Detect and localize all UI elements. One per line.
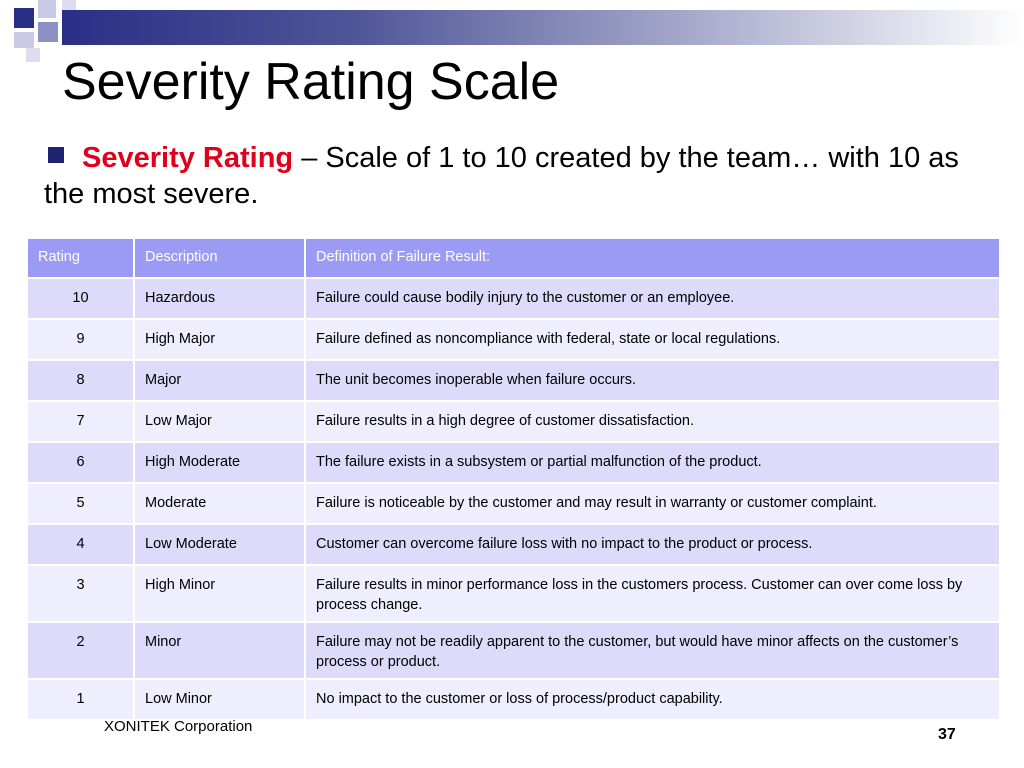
table-row: 9 High Major Failure defined as noncompl… xyxy=(26,318,1001,361)
table-row: 8 Major The unit becomes inoperable when… xyxy=(26,359,1001,402)
table-row: 4 Low Moderate Customer can overcome fai… xyxy=(26,523,1001,566)
page-number: 37 xyxy=(938,726,956,743)
definition-cell: The failure exists in a subsystem or par… xyxy=(304,441,1001,484)
table-row: 3 High Minor Failure results in minor pe… xyxy=(26,564,1001,623)
slide-title: Severity Rating Scale xyxy=(62,53,560,111)
table-row: 1 Low Minor No impact to the customer or… xyxy=(26,678,1001,721)
table-row: 2 Minor Failure may not be readily appar… xyxy=(26,621,1001,680)
bullet-text: – Scale of 1 to 10 created by the team… … xyxy=(44,142,959,210)
footer-company: XONITEK Corporation xyxy=(104,718,253,735)
column-header-description: Description xyxy=(133,237,306,279)
description-cell: High Major xyxy=(133,318,306,361)
rating-cell: 1 xyxy=(26,678,135,721)
bullet-term: Severity Rating xyxy=(82,142,294,174)
table-row: 10 Hazardous Failure could cause bodily … xyxy=(26,277,1001,320)
title-gradient-bar xyxy=(62,10,1024,45)
definition-cell: No impact to the customer or loss of pro… xyxy=(304,678,1001,721)
definition-cell: Customer can overcome failure loss with … xyxy=(304,523,1001,566)
definition-cell: Failure defined as noncompliance with fe… xyxy=(304,318,1001,361)
description-cell: Moderate xyxy=(133,482,306,525)
table-row: 5 Moderate Failure is noticeable by the … xyxy=(26,482,1001,525)
definition-cell: The unit becomes inoperable when failure… xyxy=(304,359,1001,402)
description-cell: Low Major xyxy=(133,400,306,443)
description-cell: Minor xyxy=(133,621,306,680)
deco-square-pale xyxy=(62,0,76,10)
severity-table: Rating Description Definition of Failure… xyxy=(26,237,1001,721)
definition-cell: Failure results in a high degree of cust… xyxy=(304,400,1001,443)
rating-cell: 2 xyxy=(26,621,135,680)
bullet-point: Severity Rating – Scale of 1 to 10 creat… xyxy=(44,140,994,212)
rating-cell: 3 xyxy=(26,564,135,623)
description-cell: High Minor xyxy=(133,564,306,623)
rating-cell: 7 xyxy=(26,400,135,443)
rating-cell: 6 xyxy=(26,441,135,484)
deco-square-navy xyxy=(14,8,34,28)
table-header-row: Rating Description Definition of Failure… xyxy=(26,237,1001,279)
definition-cell: Failure may not be readily apparent to t… xyxy=(304,621,1001,680)
deco-square-light xyxy=(14,32,34,48)
deco-square-mid xyxy=(38,22,58,42)
table-row: 7 Low Major Failure results in a high de… xyxy=(26,400,1001,443)
rating-cell: 10 xyxy=(26,277,135,320)
definition-cell: Failure results in minor performance los… xyxy=(304,564,1001,623)
description-cell: Low Moderate xyxy=(133,523,306,566)
rating-cell: 9 xyxy=(26,318,135,361)
rating-cell: 4 xyxy=(26,523,135,566)
deco-square-light xyxy=(38,0,56,18)
table-row: 6 High Moderate The failure exists in a … xyxy=(26,441,1001,484)
description-cell: Hazardous xyxy=(133,277,306,320)
description-cell: Major xyxy=(133,359,306,402)
rating-cell: 8 xyxy=(26,359,135,402)
definition-cell: Failure is noticeable by the customer an… xyxy=(304,482,1001,525)
square-bullet-icon xyxy=(48,147,64,163)
column-header-rating: Rating xyxy=(26,237,135,279)
description-cell: High Moderate xyxy=(133,441,306,484)
deco-square-pale xyxy=(26,48,40,62)
column-header-definition: Definition of Failure Result: xyxy=(304,237,1001,279)
rating-cell: 5 xyxy=(26,482,135,525)
definition-cell: Failure could cause bodily injury to the… xyxy=(304,277,1001,320)
description-cell: Low Minor xyxy=(133,678,306,721)
